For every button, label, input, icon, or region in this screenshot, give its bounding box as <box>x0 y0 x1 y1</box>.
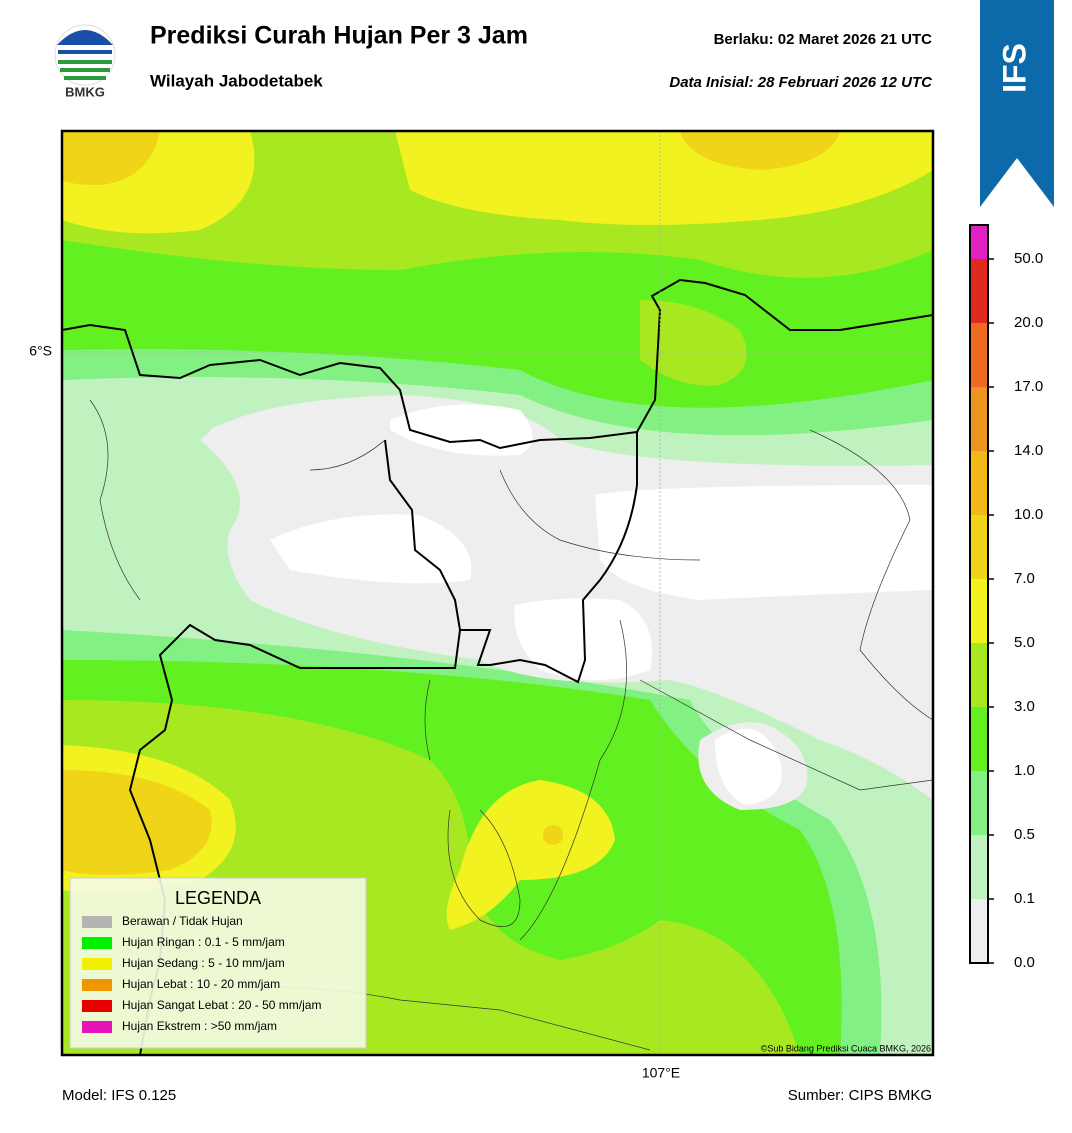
badge-text: IFS <box>996 43 1032 93</box>
colorbar-segment <box>970 323 988 387</box>
legend-label: Berawan / Tidak Hujan <box>122 914 243 928</box>
logo <box>54 24 116 86</box>
colorbar-tick-label: 14.0 <box>1014 442 1043 459</box>
legend-swatch <box>82 1000 112 1012</box>
footer-source: Sumber: CIPS BMKG <box>788 1087 932 1104</box>
colorbar-tick-label: 5.0 <box>1014 634 1035 651</box>
colorbar-segment <box>970 225 988 259</box>
legend-label: Hujan Sedang : 5 - 10 mm/jam <box>122 956 285 970</box>
colorbar-tick-label: 1.0 <box>1014 762 1035 779</box>
colorbar-segment <box>970 643 988 707</box>
title: Prediksi Curah Hujan Per 3 Jam <box>150 22 528 50</box>
initial-time: Data Inisial: 28 Februari 2026 12 UTC <box>669 74 933 91</box>
legend-swatch <box>82 1021 112 1033</box>
map <box>62 131 933 1055</box>
colorbar-tick-label: 0.0 <box>1014 954 1035 971</box>
colorbar-tick-label: 10.0 <box>1014 506 1043 523</box>
legend-label: Hujan Ringan : 0.1 - 5 mm/jam <box>122 935 285 949</box>
colorbar-tick-label: 50.0 <box>1014 250 1043 267</box>
colorbar-segment <box>970 387 988 451</box>
legend-swatch <box>82 916 112 928</box>
colorbar-segment <box>970 515 988 579</box>
colorbar-segment <box>970 259 988 323</box>
colorbar-segment <box>970 579 988 643</box>
lon-label: 107°E <box>642 1065 680 1081</box>
colorbar-tick-label: 20.0 <box>1014 314 1043 331</box>
legend-label: Hujan Ekstrem : >50 mm/jam <box>122 1019 277 1033</box>
colorbar-segment <box>970 451 988 515</box>
legend-box <box>69 877 367 1049</box>
colorbar-segment <box>970 707 988 771</box>
logo-text: BMKG <box>65 84 105 99</box>
lat-label: 6°S <box>29 343 52 359</box>
colorbar-tick-label: 0.5 <box>1014 826 1035 843</box>
colorbar-tick-label: 17.0 <box>1014 378 1043 395</box>
legend-swatch <box>82 979 112 991</box>
legend-label: Hujan Lebat : 10 - 20 mm/jam <box>122 977 280 991</box>
subtitle: Wilayah Jabodetabek <box>150 71 323 90</box>
map-frame <box>60 129 935 1057</box>
valid-time: Berlaku: 02 Maret 2026 21 UTC <box>714 31 933 48</box>
footer-model: Model: IFS 0.125 <box>62 1087 176 1104</box>
colorbar-tick-label: 0.1 <box>1014 890 1035 907</box>
colorbar-segment <box>970 835 988 899</box>
legend-label: Hujan Sangat Lebat : 20 - 50 mm/jam <box>122 998 321 1012</box>
copyright: ©Sub Bidang Prediksi Cuaca BMKG, 2026 <box>761 1043 931 1053</box>
colorbar-frame <box>969 224 989 964</box>
badge <box>980 0 1054 207</box>
legend-swatch <box>82 958 112 970</box>
colorbar-tick-label: 7.0 <box>1014 570 1035 587</box>
colorbar-segment <box>970 771 988 835</box>
colorbar-tick-label: 3.0 <box>1014 698 1035 715</box>
legend-swatch <box>82 937 112 949</box>
colorbar-segment <box>970 899 988 963</box>
legend-title: LEGENDA <box>175 888 261 908</box>
